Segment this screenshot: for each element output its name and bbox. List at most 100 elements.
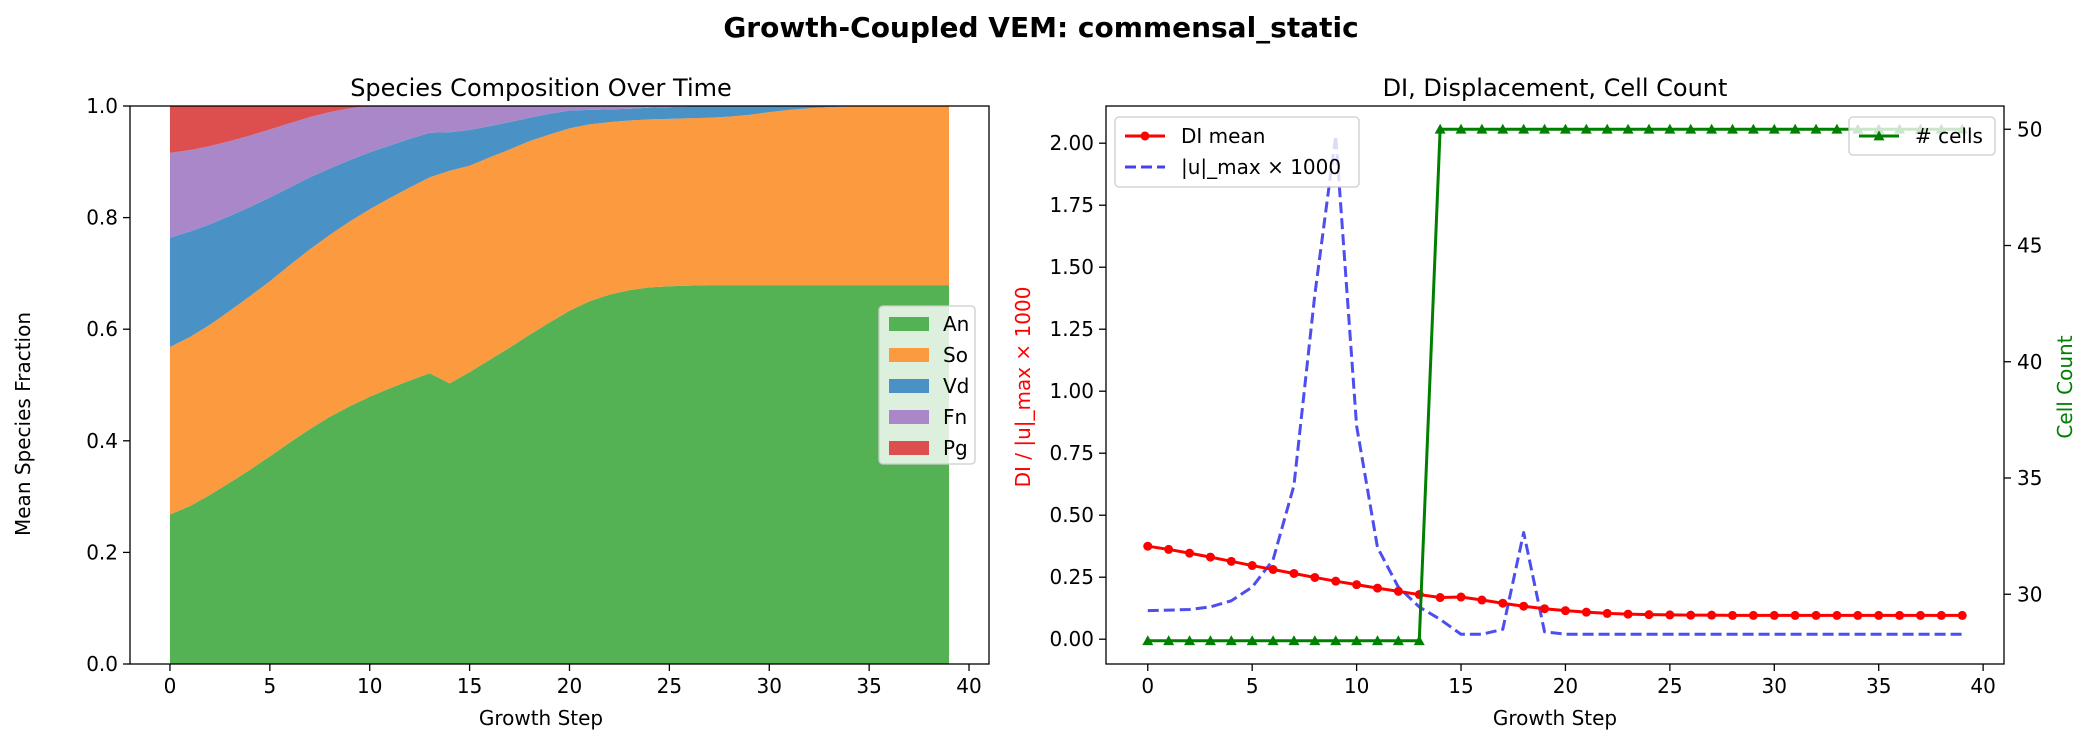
marker-cells bbox=[1539, 123, 1551, 134]
marker-cells bbox=[1434, 123, 1446, 134]
marker-cells bbox=[1288, 635, 1300, 646]
marker-di-mean bbox=[1435, 593, 1445, 603]
timeseries-legend-right-box bbox=[1848, 116, 1996, 156]
marker-di-mean bbox=[1143, 541, 1153, 551]
marker-di-mean bbox=[1728, 610, 1738, 620]
x-tick-label: 40 bbox=[956, 674, 981, 698]
timeseries-legend-right: # cells bbox=[1848, 116, 1996, 156]
timeseries-frame bbox=[1105, 105, 2005, 665]
y-tick-label-right: 35 bbox=[2017, 466, 2042, 490]
x-tick-label: 20 bbox=[1553, 674, 1578, 698]
x-tick-label: 25 bbox=[657, 674, 682, 698]
marker-di-mean bbox=[1268, 565, 1278, 575]
marker-di-mean bbox=[1936, 610, 1946, 620]
marker-di-mean bbox=[1665, 610, 1675, 620]
timeseries-axes: 0 5 10 15 20 25 30 35 40 0.00 0.25 0.50 0.75 1.00 1.25… bbox=[1049, 105, 2042, 698]
composition-axes: 0 5 10 15 20 25 30 35 40 0.0 0.2 0.4 0.6 0.8 1.0 bbox=[86, 94, 990, 698]
marker-di-mean bbox=[1832, 610, 1842, 620]
timeseries-legend-left-box bbox=[1114, 116, 1360, 188]
marker-di-mean bbox=[1769, 610, 1779, 620]
x-tick-label: 20 bbox=[557, 674, 582, 698]
marker-di-mean bbox=[1331, 576, 1341, 586]
timeseries-panel: 0 5 10 15 20 25 30 35 40 0.00 0.25 0.50 0.75 1.00 1.25… bbox=[1011, 74, 2077, 730]
marker-di-mean bbox=[1957, 610, 1967, 620]
x-tick-label: 40 bbox=[1970, 674, 1995, 698]
marker-cells bbox=[1664, 123, 1676, 134]
marker-di-mean bbox=[1226, 556, 1236, 566]
line-di-mean bbox=[1147, 544, 1963, 617]
timeseries-title: DI, Displacement, Cell Count bbox=[1383, 74, 1728, 102]
marker-cells bbox=[1789, 123, 1801, 134]
marker-di-mean bbox=[1602, 608, 1612, 618]
y-tick-label-left: 0.25 bbox=[1049, 565, 1094, 589]
y-tick-label-right: 40 bbox=[2017, 350, 2042, 374]
composition-panel: 0 5 10 15 20 25 30 35 40 0.0 0.2 0.4 0.6 0.8 1.0 Speci… bbox=[11, 74, 990, 730]
y-tick-label-right: 30 bbox=[2017, 582, 2042, 606]
y-tick-label: 0.6 bbox=[86, 317, 118, 341]
marker-cells bbox=[1351, 635, 1363, 646]
marker-di-mean bbox=[1707, 610, 1717, 620]
x-tick-label: 25 bbox=[1657, 674, 1682, 698]
marker-di-mean bbox=[1581, 607, 1591, 617]
marker-cells bbox=[1476, 123, 1488, 134]
marker-di-mean bbox=[1915, 610, 1925, 620]
legend-swatch-fn bbox=[889, 410, 929, 424]
y-tick-label-left: 1.00 bbox=[1049, 379, 1094, 403]
y-tick-label: 0.8 bbox=[86, 206, 118, 230]
x-tick-label: 35 bbox=[1866, 674, 1891, 698]
marker-di-mean bbox=[1164, 544, 1174, 554]
legend-label-cells: # cells bbox=[1915, 124, 1983, 148]
marker-di-mean bbox=[1519, 601, 1529, 611]
y-tick-label-left: 1.25 bbox=[1049, 317, 1094, 341]
marker-cells bbox=[1622, 123, 1634, 134]
composition-frame bbox=[129, 105, 990, 665]
composition-ylabel: Mean Species Fraction bbox=[11, 312, 35, 536]
marker-cells bbox=[1747, 123, 1759, 134]
area-so bbox=[169, 106, 950, 515]
figure-suptitle: Growth-Coupled VEM: commensal_static bbox=[723, 11, 1358, 44]
marker-di-mean bbox=[1372, 583, 1382, 593]
area-an bbox=[169, 285, 950, 664]
y-tick-label: 1.0 bbox=[86, 94, 118, 118]
x-tick-label: 30 bbox=[757, 674, 782, 698]
timeseries-plot-area bbox=[1142, 123, 1968, 646]
legend-label-u-max: |u|_max × 1000 bbox=[1181, 155, 1341, 179]
y-tick-label: 0.4 bbox=[86, 429, 118, 453]
marker-di-mean bbox=[1310, 572, 1320, 582]
marker-cells bbox=[1768, 123, 1780, 134]
y-tick-label-left: 1.50 bbox=[1049, 255, 1094, 279]
composition-title: Species Composition Over Time bbox=[350, 74, 732, 102]
legend-label-so: So bbox=[943, 343, 968, 367]
marker-cells bbox=[1810, 123, 1822, 134]
legend-label-di-mean: DI mean bbox=[1181, 124, 1265, 148]
marker-cells bbox=[1706, 123, 1718, 134]
composition-plot-area bbox=[169, 105, 950, 664]
line-cells bbox=[1147, 127, 1963, 643]
marker-cells bbox=[1267, 635, 1279, 646]
marker-di-mean bbox=[1874, 610, 1884, 620]
marker-di-mean bbox=[1644, 610, 1654, 620]
marker-cells bbox=[1246, 635, 1258, 646]
composition-xlabel: Growth Step bbox=[479, 706, 603, 730]
marker-cells bbox=[1685, 123, 1697, 134]
legend-swatch-vd bbox=[889, 379, 929, 393]
marker-di-mean bbox=[1247, 561, 1257, 571]
marker-cells bbox=[1225, 635, 1237, 646]
x-tick-label: 10 bbox=[1344, 674, 1369, 698]
y-tick-label-left: 0.50 bbox=[1049, 503, 1094, 527]
marker-cells bbox=[1142, 635, 1154, 646]
legend-marker-di-mean bbox=[1140, 131, 1150, 141]
timeseries-ylabel-left: DI / |u|_max × 1000 bbox=[1011, 287, 1035, 488]
marker-cells bbox=[1455, 123, 1467, 134]
marker-cells bbox=[1831, 123, 1843, 134]
marker-cells bbox=[1330, 635, 1342, 646]
marker-cells bbox=[1392, 635, 1404, 646]
y-tick-label-right: 45 bbox=[2017, 234, 2042, 258]
marker-di-mean bbox=[1185, 548, 1195, 558]
y-tick-label-left: 0.75 bbox=[1049, 441, 1094, 465]
y-tick-label-left: 1.75 bbox=[1049, 193, 1094, 217]
timeseries-ylabel-right: Cell Count bbox=[2053, 335, 2077, 438]
marker-di-mean bbox=[1748, 610, 1758, 620]
area-fn bbox=[169, 105, 950, 238]
area-pg bbox=[169, 105, 950, 153]
